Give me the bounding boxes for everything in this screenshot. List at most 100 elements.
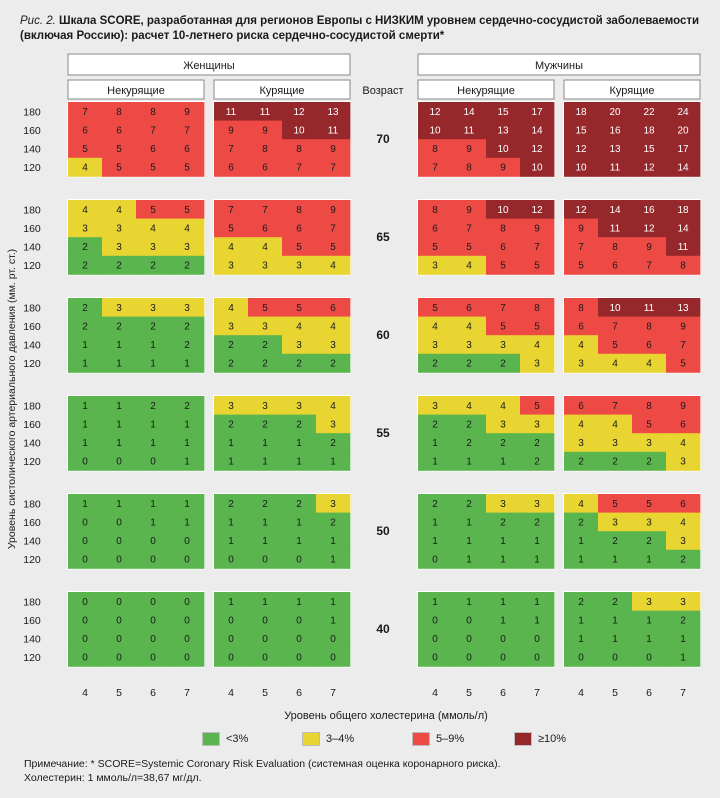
risk-cell [666, 200, 701, 219]
risk-cell-label: 13 [497, 126, 509, 137]
risk-cell-label: 0 [466, 634, 472, 645]
risk-cell-label: 9 [500, 163, 506, 174]
risk-cell [666, 629, 701, 649]
risk-cell [520, 102, 555, 121]
risk-cell-label: 0 [432, 555, 438, 566]
risk-cell [214, 512, 249, 532]
risk-cell [68, 353, 103, 373]
risk-cell-label: 2 [330, 359, 336, 370]
risk-cell [452, 120, 487, 140]
risk-cell [214, 494, 249, 513]
risk-cell-label: 2 [466, 438, 472, 449]
risk-cell [282, 451, 317, 471]
risk-cell [136, 549, 171, 569]
risk-cell [520, 298, 555, 317]
risk-cell-label: 2 [184, 401, 190, 412]
risk-cell [102, 255, 137, 275]
risk-cell [136, 316, 171, 336]
risk-cell [136, 139, 171, 159]
risk-cell-label: 4 [116, 205, 122, 216]
risk-cell-label: 2 [228, 420, 234, 431]
risk-cell [666, 414, 701, 434]
risk-cell-label: 4 [228, 242, 234, 253]
risk-cell-label: 4 [330, 322, 336, 333]
risk-cell [564, 102, 599, 121]
bp-label-50-120: 120 [23, 554, 41, 566]
risk-cell-label: 2 [466, 359, 472, 370]
risk-cell-label: 1 [646, 555, 652, 566]
legend-item-low: <3% [202, 731, 248, 747]
risk-cell-label: 0 [330, 634, 336, 645]
risk-cell-label: 0 [534, 634, 540, 645]
risk-cell-label: 6 [578, 401, 584, 412]
risk-cell [214, 531, 249, 551]
risk-cell [486, 237, 521, 257]
risk-cell [452, 531, 487, 551]
risk-cell-label: 0 [432, 634, 438, 645]
risk-cell-label: 10 [575, 163, 587, 174]
risk-cell [632, 647, 667, 667]
risk-cell-label: 1 [150, 438, 156, 449]
risk-cell [248, 316, 283, 336]
risk-cell [316, 237, 351, 257]
risk-cell-label: 8 [296, 205, 302, 216]
risk-cell [452, 298, 487, 317]
risk-cell [170, 237, 205, 257]
cholesterol-tick-men_smoker-7: 7 [680, 687, 686, 699]
risk-cell-label: 9 [184, 107, 190, 118]
risk-cell [316, 531, 351, 551]
risk-cell-label: 0 [82, 555, 88, 566]
risk-cell-label: 6 [262, 163, 268, 174]
risk-cell [418, 494, 453, 513]
risk-cell [598, 512, 633, 532]
subgroup-header-label-1-0: Некурящие [457, 85, 515, 97]
risk-cell [68, 120, 103, 140]
risk-cell [564, 414, 599, 434]
risk-cell [632, 396, 667, 415]
risk-cell-label: 14 [463, 107, 475, 118]
risk-cell-label: 0 [296, 653, 302, 664]
risk-cell-label: 1 [466, 536, 472, 547]
risk-cell [486, 433, 521, 453]
risk-cell [248, 610, 283, 630]
risk-cell [214, 629, 249, 649]
risk-cell [170, 549, 205, 569]
risk-cell [136, 255, 171, 275]
risk-cell [632, 512, 667, 532]
risk-cell [136, 218, 171, 238]
risk-cell-label: 2 [432, 359, 438, 370]
risk-cell-label: 0 [500, 653, 506, 664]
risk-cell-label: 8 [466, 163, 472, 174]
risk-cell [248, 353, 283, 373]
risk-cell-label: 1 [82, 359, 88, 370]
risk-cell [520, 218, 555, 238]
risk-cell-label: 1 [82, 340, 88, 351]
risk-cell [632, 200, 667, 219]
risk-cell-label: 5 [680, 359, 686, 370]
risk-cell-label: 9 [262, 126, 268, 137]
risk-cell [102, 316, 137, 336]
risk-cell-label: 22 [643, 107, 655, 118]
risk-cell-label: 0 [432, 616, 438, 627]
risk-cell [68, 237, 103, 257]
risk-cell-label: 3 [330, 420, 336, 431]
risk-cell [418, 353, 453, 373]
risk-cell [418, 102, 453, 121]
risk-cell-label: 3 [432, 401, 438, 412]
risk-cell [666, 433, 701, 453]
cholesterol-tick-men_nonsmoker-5: 5 [466, 687, 472, 699]
risk-cell-label: 4 [680, 438, 686, 449]
age-label-40: 40 [376, 622, 390, 636]
risk-cell [632, 592, 667, 611]
risk-cell [248, 629, 283, 649]
risk-cell-label: 1 [150, 420, 156, 431]
risk-cell [666, 512, 701, 532]
risk-cell-label: 3 [612, 438, 618, 449]
risk-cell-label: 0 [228, 616, 234, 627]
risk-cell-label: 3 [646, 438, 652, 449]
risk-cell [102, 298, 137, 317]
risk-cell-label: 2 [82, 242, 88, 253]
risk-cell-label: 1 [150, 340, 156, 351]
risk-cell-label: 2 [578, 518, 584, 529]
risk-cell [282, 494, 317, 513]
